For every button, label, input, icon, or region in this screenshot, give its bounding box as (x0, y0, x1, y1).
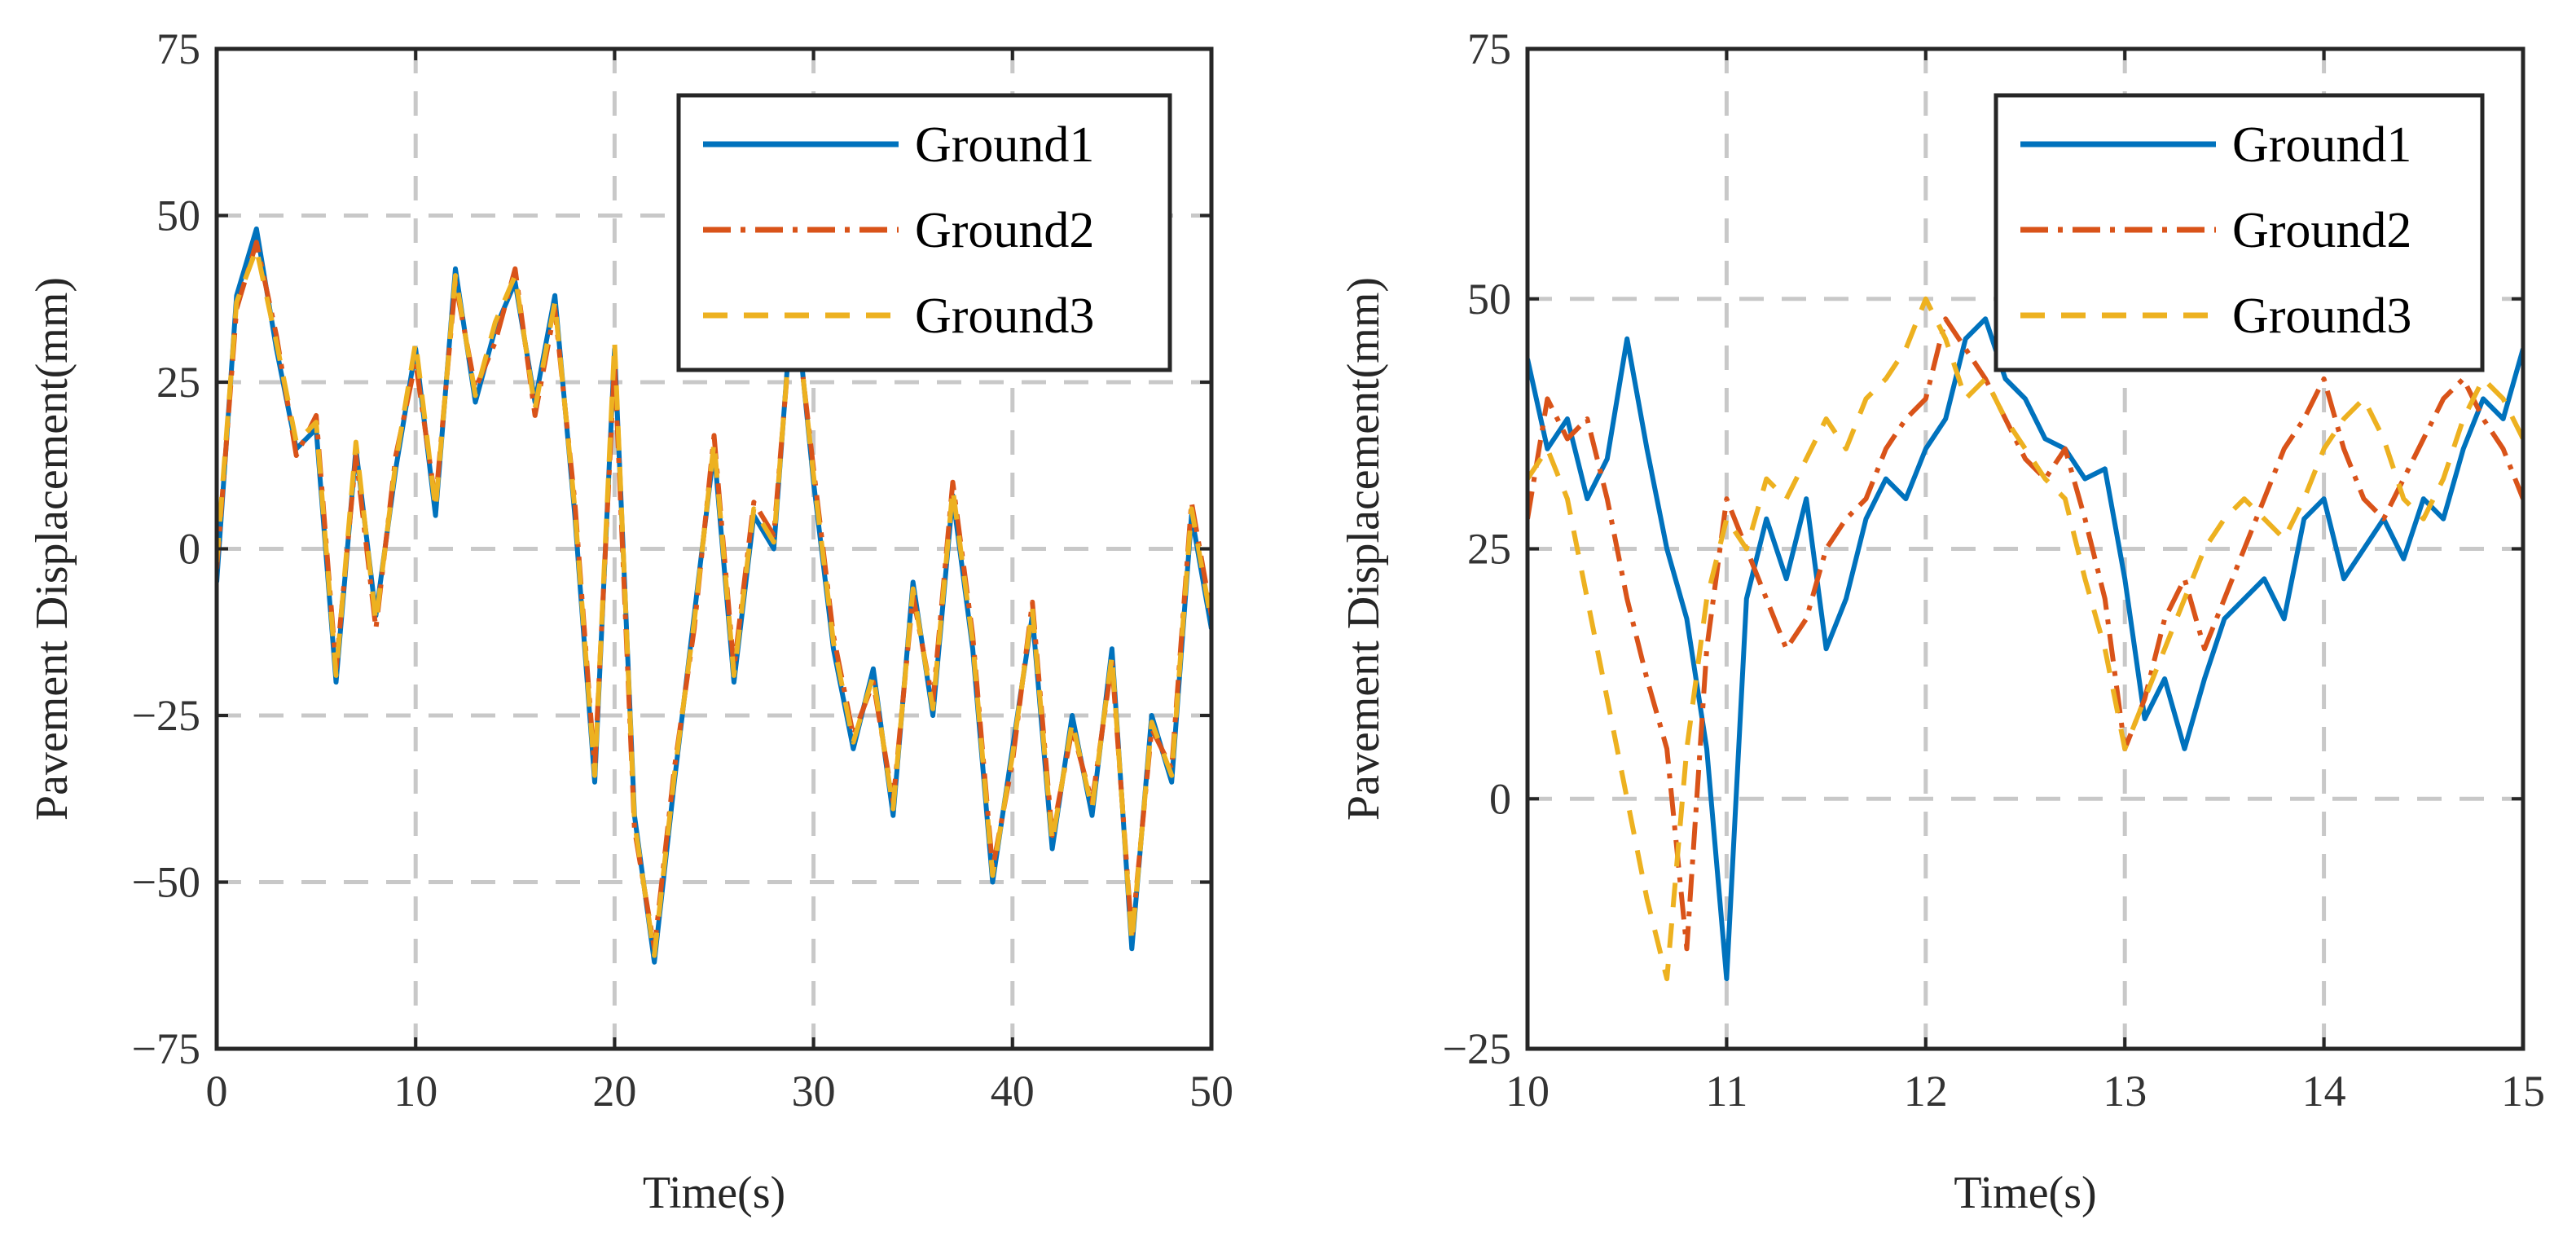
x-axis-label: Time(s) (643, 1168, 785, 1218)
x-tick-label: 0 (206, 1067, 228, 1116)
y-tick-label: −25 (132, 691, 200, 740)
series-ground1-line (1528, 316, 2523, 982)
legend: Ground1 Ground2 Ground3 (676, 93, 1172, 372)
y-tick-label: −25 (1443, 1024, 1511, 1073)
series-ground2-line (1528, 316, 2523, 952)
series-ground3-line (1528, 296, 2523, 982)
series-ground3-line (217, 246, 1211, 958)
legend: Ground1 Ground2 Ground3 (1994, 93, 2485, 372)
y-tick-label: −50 (132, 858, 200, 907)
x-tick-label: 15 (2501, 1067, 2545, 1116)
x-tick-label: 50 (1189, 1067, 1233, 1116)
y-tick-label: 25 (156, 358, 200, 407)
legend-label-ground3: Ground3 (2232, 288, 2411, 344)
y-tick-label: −75 (132, 1024, 200, 1073)
y-axis-label: Pavement Displacement(mm) (1339, 277, 1389, 821)
x-tick-label: 14 (2302, 1067, 2346, 1116)
legend-label-ground2: Ground2 (2232, 203, 2411, 258)
y-tick-label: 0 (178, 525, 200, 574)
x-axis-label: Time(s) (1954, 1168, 2096, 1218)
legend-label-ground2: Ground2 (915, 203, 1094, 258)
chart-panel-1: 0 10 20 30 40 50 −75 −50 −25 0 25 50 75 Time(s) Paveme… (27, 24, 1233, 1218)
y-tick-label: 50 (156, 191, 200, 240)
y-tick-label: 75 (156, 24, 200, 73)
y-tick-label: 0 (1489, 774, 1511, 823)
series-group (1528, 296, 2523, 982)
x-tick-label: 10 (393, 1067, 437, 1116)
x-tick-label: 20 (592, 1067, 636, 1116)
y-tick-label: 75 (1467, 24, 1511, 73)
legend-label-ground3: Ground3 (915, 288, 1094, 344)
legend-label-ground1: Ground1 (915, 117, 1094, 173)
y-axis-label: Pavement Displacement(mm) (27, 277, 77, 821)
y-tick-label: 25 (1467, 525, 1511, 574)
x-tick-label: 30 (792, 1067, 836, 1116)
x-tick-label: 10 (1506, 1067, 1550, 1116)
y-tick-label: 50 (1467, 275, 1511, 324)
x-tick-label: 11 (1705, 1067, 1747, 1116)
x-tick-label: 40 (991, 1067, 1035, 1116)
x-tick-label: 12 (1904, 1067, 1948, 1116)
legend-label-ground1: Ground1 (2232, 117, 2411, 173)
series-group (217, 226, 1211, 965)
chart-panel-2: 10 11 12 13 14 15 −25 0 25 50 75 Time(s) Pavement Di… (1339, 24, 2545, 1218)
x-tick-label: 13 (2103, 1067, 2147, 1116)
